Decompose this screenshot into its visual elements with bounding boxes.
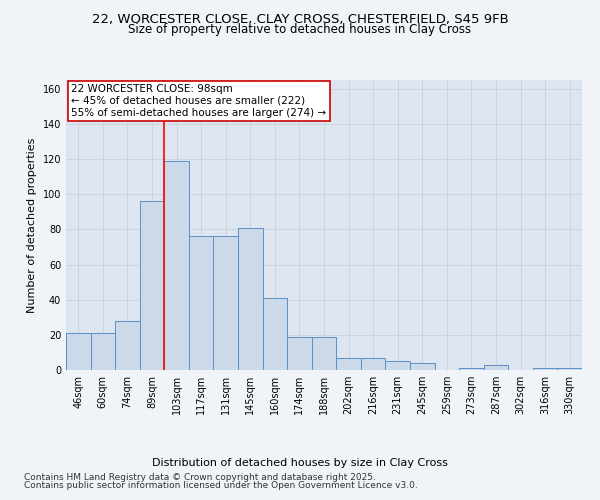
Bar: [410, 363, 434, 370]
Text: Contains public sector information licensed under the Open Government Licence v3: Contains public sector information licen…: [24, 481, 418, 490]
Bar: [336, 358, 361, 370]
Text: 22 WORCESTER CLOSE: 98sqm
← 45% of detached houses are smaller (222)
55% of semi: 22 WORCESTER CLOSE: 98sqm ← 45% of detac…: [71, 84, 326, 117]
Bar: [189, 236, 214, 370]
Bar: [385, 361, 410, 370]
Bar: [557, 368, 582, 370]
Bar: [312, 336, 336, 370]
Bar: [484, 364, 508, 370]
Bar: [66, 333, 91, 370]
Text: Size of property relative to detached houses in Clay Cross: Size of property relative to detached ho…: [128, 24, 472, 36]
Bar: [459, 368, 484, 370]
Bar: [263, 298, 287, 370]
Bar: [140, 202, 164, 370]
Text: Contains HM Land Registry data © Crown copyright and database right 2025.: Contains HM Land Registry data © Crown c…: [24, 472, 376, 482]
Y-axis label: Number of detached properties: Number of detached properties: [27, 138, 37, 312]
Bar: [115, 321, 140, 370]
Bar: [361, 358, 385, 370]
Text: 22, WORCESTER CLOSE, CLAY CROSS, CHESTERFIELD, S45 9FB: 22, WORCESTER CLOSE, CLAY CROSS, CHESTER…: [92, 12, 508, 26]
Bar: [214, 236, 238, 370]
Bar: [533, 368, 557, 370]
Bar: [164, 161, 189, 370]
Bar: [91, 333, 115, 370]
Bar: [238, 228, 263, 370]
Bar: [287, 336, 312, 370]
Text: Distribution of detached houses by size in Clay Cross: Distribution of detached houses by size …: [152, 458, 448, 468]
